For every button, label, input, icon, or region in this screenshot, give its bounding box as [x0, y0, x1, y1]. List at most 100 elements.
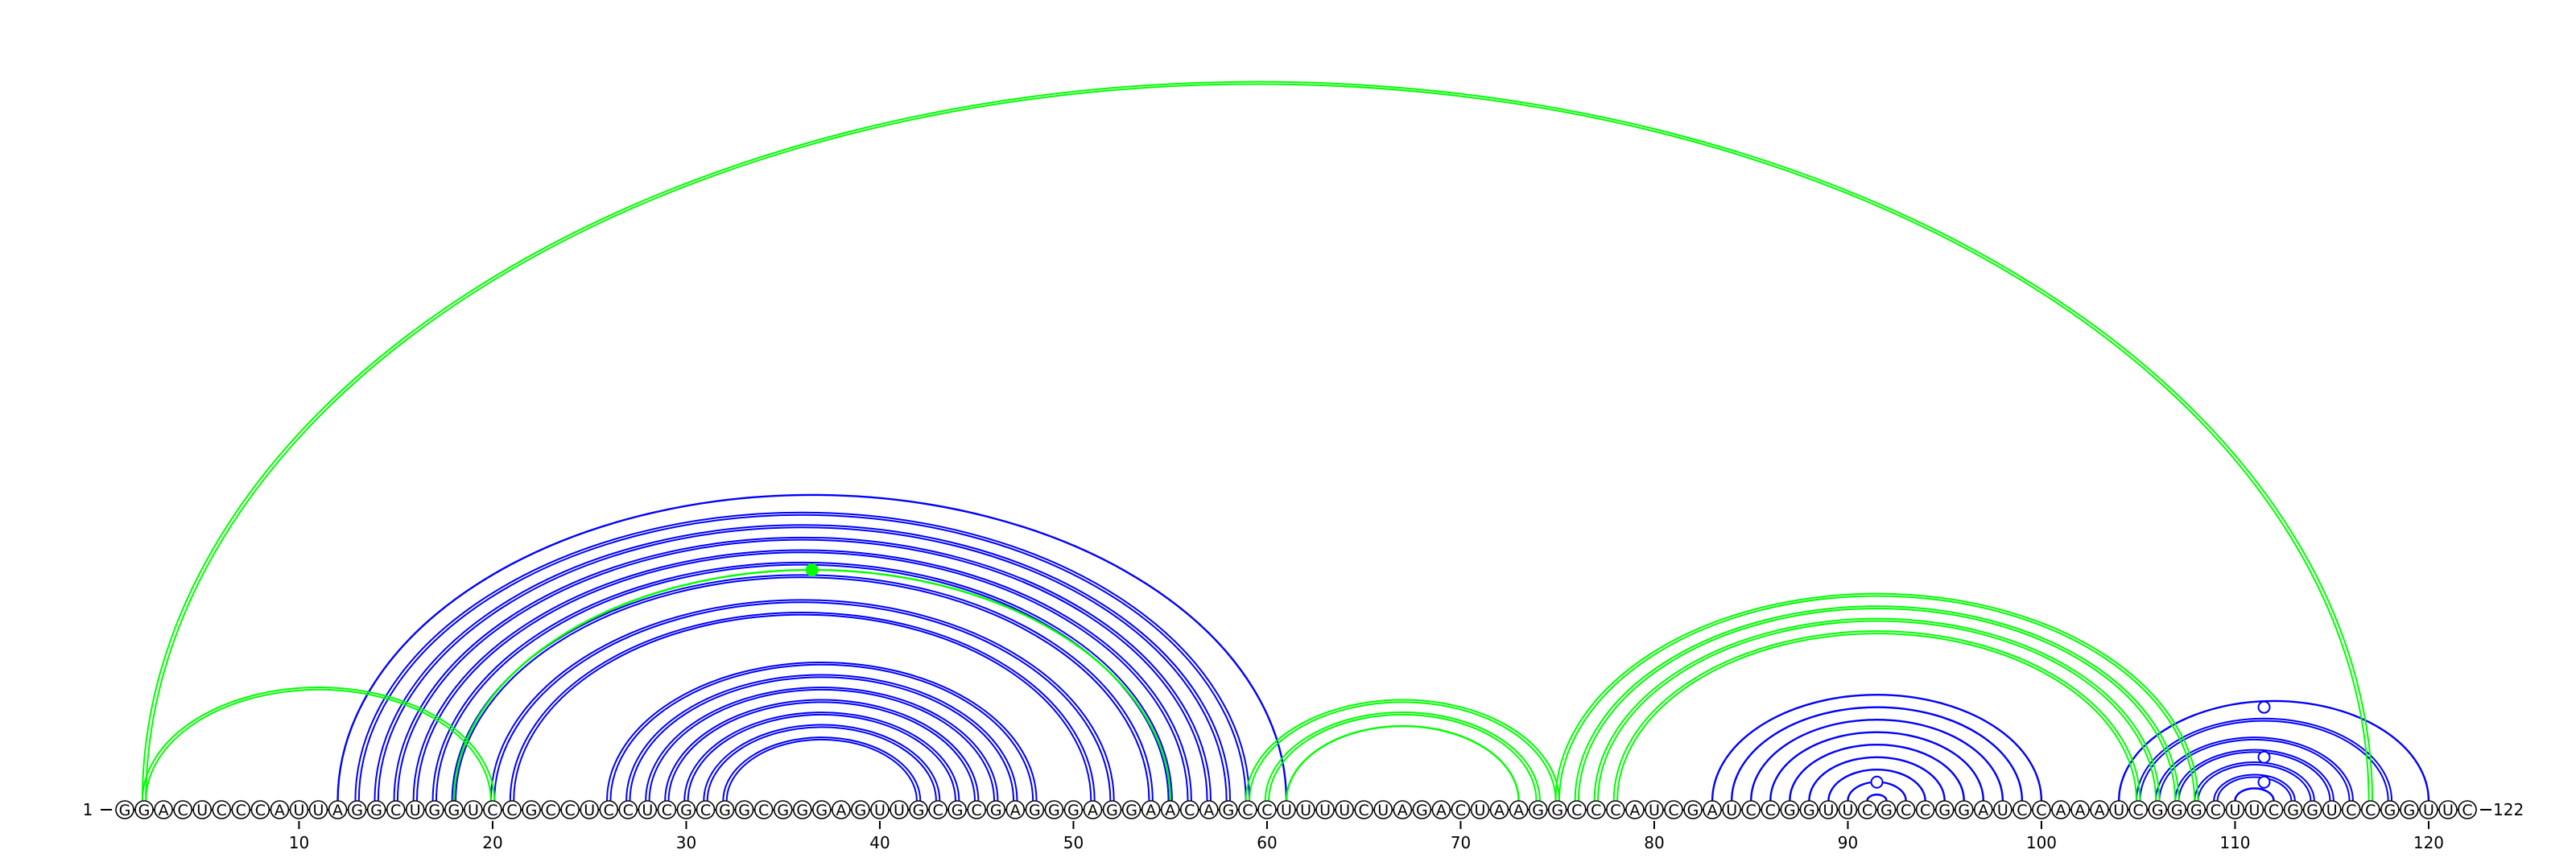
- arc-blue-107-115-outer: [2174, 749, 2334, 802]
- nucleotide-letter: G: [952, 802, 964, 819]
- arc-blue-105-118-outer: [2136, 717, 2393, 802]
- arc-blue-87-96: [1789, 743, 1965, 802]
- arc-blue-26-48-inner: [609, 663, 1034, 802]
- arc-green-76-107-outer: [1574, 605, 2180, 802]
- nucleotide-circle: [1315, 800, 1335, 819]
- nucleotide-circle: [1199, 800, 1219, 819]
- nucleotide-letter: U: [468, 802, 479, 819]
- nucleotide-26: C: [599, 800, 619, 819]
- arc-blue-31-43-inner: [706, 726, 937, 802]
- arc-blue-18-54-inner: [455, 576, 1150, 802]
- nucleotide-letter: C: [2017, 802, 2027, 819]
- nucleotide-letter: U: [584, 802, 595, 819]
- arc-blue-30-44-outer: [683, 711, 960, 802]
- nucleotide-circle: [2438, 800, 2458, 819]
- nucleotide-letter: A: [1513, 802, 1524, 819]
- nucleotide-100: C: [2032, 800, 2051, 819]
- nucleotide-circle: [1179, 800, 1199, 819]
- nucleotide-letter: C: [700, 802, 711, 819]
- nucleotide-64: U: [1335, 800, 1354, 819]
- nucleotide-letter: C: [178, 802, 188, 819]
- nucleotide-letter: U: [1339, 802, 1350, 819]
- nucleotide-letter: C: [565, 802, 576, 819]
- nucleotide-circle: [366, 800, 386, 819]
- nucleotide-75: G: [1547, 800, 1567, 819]
- nucleotide-circle: [1645, 800, 1664, 819]
- nucleotide-circle: [289, 800, 309, 819]
- nucleotide-96: G: [1954, 800, 1974, 819]
- tick-label-110: 110: [2219, 833, 2250, 852]
- nucleotide-circle: [2302, 800, 2322, 819]
- nucleotide-circle: [986, 800, 1006, 819]
- tick-label-40: 40: [869, 833, 890, 852]
- nucleotide-circle: [2109, 800, 2128, 819]
- nucleotide-letter: C: [662, 802, 672, 819]
- nucleotide-letter: G: [1551, 802, 1563, 819]
- nucleotide-circle: [328, 800, 348, 819]
- nucleotide-letter: C: [1610, 802, 1620, 819]
- nucleotide-letter: C: [1920, 802, 1930, 819]
- nucleotide-49: G: [1044, 800, 1064, 819]
- nucleotide-50: G: [1063, 800, 1084, 819]
- nucleotide-circle: [212, 800, 232, 819]
- nucleotide-circle: [2186, 800, 2207, 819]
- nucleotide-circle: [2128, 800, 2148, 819]
- nucleotide-letter: U: [1377, 802, 1389, 819]
- nucleotide-circle: [1954, 800, 1974, 819]
- nucleotide-115: U: [2322, 800, 2342, 819]
- arc-green-78-105-inner: [1616, 633, 2137, 802]
- nucleotide-12: A: [328, 800, 348, 819]
- nucleotide-letter: G: [1125, 802, 1137, 819]
- nucleotide-circle: [1722, 800, 1741, 819]
- nucleotide-circle: [1741, 800, 1761, 819]
- nucleotide-48: G: [1025, 800, 1045, 819]
- arc-green-2-20-outer: [141, 686, 496, 802]
- nucleotide-112: C: [2264, 800, 2284, 819]
- nucleotide-circle: [1102, 800, 1122, 819]
- nucleotide-circle: [347, 800, 367, 819]
- nucleotide-circle: [1587, 800, 1606, 819]
- arc-blue-91-92: [1866, 794, 1888, 802]
- arc-green-2-20-inner: [145, 688, 492, 802]
- nucleotide-letter: C: [1901, 802, 1911, 819]
- nucleotide-87: G: [1780, 800, 1800, 819]
- arc-blue-88-95: [1808, 756, 1946, 802]
- nucleotide-circle: [676, 800, 696, 819]
- nucleotide-circle: [2013, 800, 2032, 819]
- nucleotide-17: G: [424, 800, 444, 819]
- nucleotide-circle: [947, 800, 967, 819]
- nucleotide-1: G: [115, 800, 134, 819]
- nucleotide-circle: [715, 800, 735, 819]
- nucleotide-circle: [2341, 800, 2361, 819]
- nucleotide-30: G: [676, 800, 696, 819]
- nucleotide-letter: G: [2306, 802, 2318, 819]
- nucleotide-letter: G: [1803, 802, 1815, 819]
- arc-green-60-74-outer: [1264, 711, 1541, 802]
- nucleotide-letter: G: [1048, 802, 1060, 819]
- nucleotide-93: C: [1896, 800, 1916, 819]
- nucleotide-40: U: [870, 800, 890, 819]
- nucleotide-103: A: [2090, 800, 2109, 819]
- arc-green-77-106-outer: [1593, 617, 2161, 802]
- nucleotide-20: C: [483, 800, 502, 819]
- marker-1: [805, 563, 819, 577]
- nucleotide-letter: G: [1784, 802, 1796, 819]
- tick-label-70: 70: [1451, 833, 1471, 852]
- arc-green-75-108-inner: [1558, 595, 2196, 802]
- nucleotide-letter: A: [2075, 802, 2086, 819]
- nucleotide-circle: [2419, 800, 2438, 819]
- nucleotide-letter: U: [410, 802, 421, 819]
- nucleotide-circle: [502, 800, 522, 819]
- nucleotide-99: C: [2013, 800, 2032, 819]
- nucleotide-circle: [1683, 800, 1703, 819]
- nucleotide-circle: [115, 800, 134, 819]
- arc-blue-85-98: [1750, 718, 2004, 802]
- nucleotide-70: C: [1451, 800, 1471, 819]
- arc-blue-84-99: [1730, 706, 2024, 802]
- nucleotide-letter: C: [1359, 802, 1369, 819]
- arc-blue-21-51-inner: [513, 613, 1092, 802]
- nucleotide-109: C: [2206, 800, 2226, 819]
- nucleotide-circle: [2206, 800, 2226, 819]
- nucleotide-56: C: [1179, 800, 1199, 819]
- nucleotide-letter: A: [1436, 802, 1447, 819]
